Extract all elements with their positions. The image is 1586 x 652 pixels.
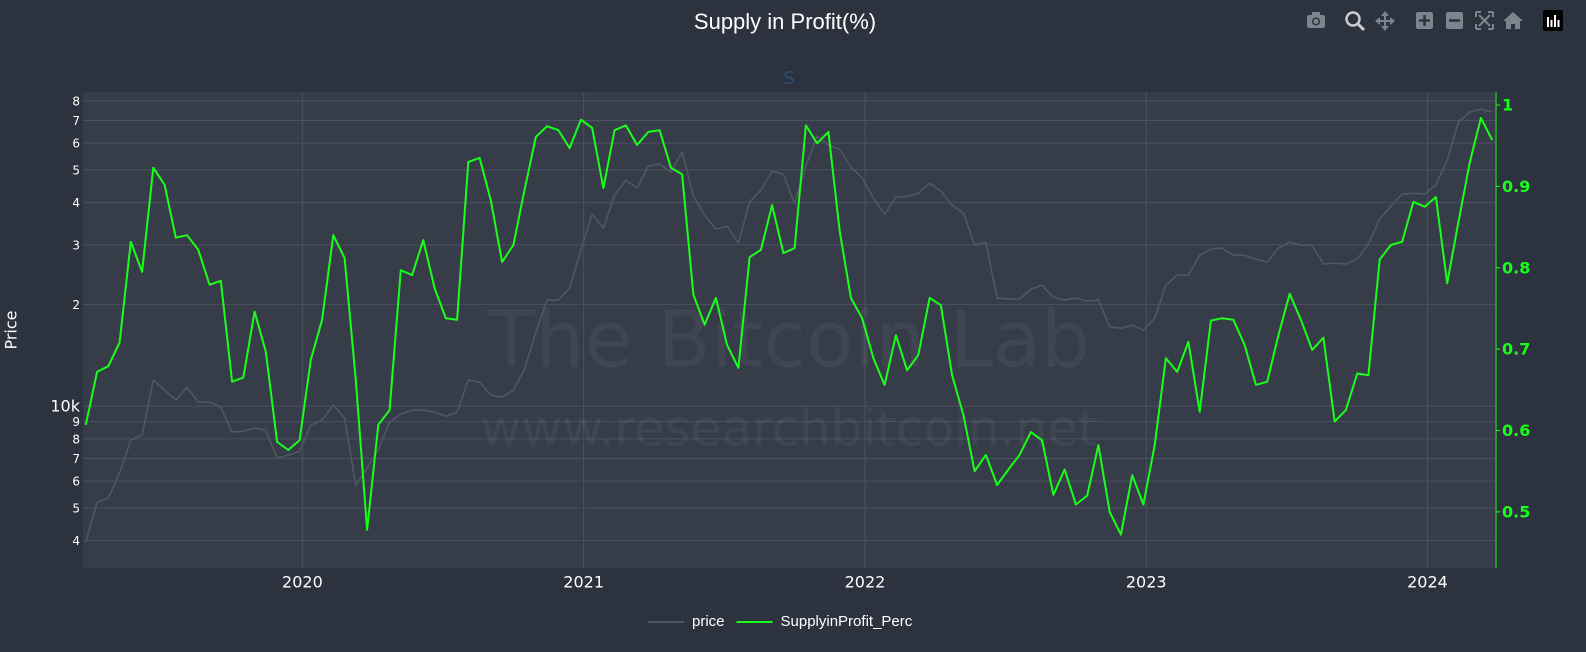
zoom-button[interactable] xyxy=(1345,11,1366,32)
x-tick-label: 2024 xyxy=(1407,573,1448,592)
autoscale-button[interactable] xyxy=(1475,11,1494,30)
y-axis-title: Price xyxy=(2,310,21,349)
y-tick-label: 8 xyxy=(72,432,80,446)
y-tick-label: 9 xyxy=(72,415,80,429)
y2-tick-label: 0.9 xyxy=(1502,177,1530,196)
pan-button[interactable] xyxy=(1375,11,1395,31)
y-tick-label: 4 xyxy=(72,196,80,210)
y-tick-label: 8 xyxy=(72,94,80,108)
chart-title: Supply in Profit(%) xyxy=(694,9,876,34)
x-tick-label: 2022 xyxy=(845,573,886,592)
watermark: www.researchbitcoin.net xyxy=(480,400,1097,458)
zoom-out-button[interactable] xyxy=(1446,12,1463,29)
y-tick-label: 10k xyxy=(50,397,80,416)
x-tick-label: 2021 xyxy=(563,573,604,592)
y2-tick-label: 0.8 xyxy=(1502,258,1530,277)
legend-label: SupplyinProfit_Perc xyxy=(781,613,913,630)
toolbar xyxy=(1307,10,1563,32)
y2-tick-label: 0.5 xyxy=(1502,502,1530,521)
line-series xyxy=(84,117,1494,536)
reset-button[interactable] xyxy=(1503,12,1523,29)
y-tick-label: 5 xyxy=(72,501,80,515)
y2-tick-label: 0.6 xyxy=(1502,421,1530,440)
watermark: The Bitcoin Lab xyxy=(487,295,1091,385)
plotly-logo[interactable] xyxy=(1543,10,1563,31)
y-tick-label: 7 xyxy=(72,114,80,128)
y-tick-label: 6 xyxy=(72,475,80,489)
y-tick-label: 2 xyxy=(72,298,80,312)
line-series xyxy=(85,108,1493,543)
y-tick-label: 5 xyxy=(72,163,80,177)
subtitle: S xyxy=(783,68,794,89)
x-tick-label: 2020 xyxy=(282,573,323,592)
zoom-in-button[interactable] xyxy=(1416,12,1433,29)
y2-tick-label: 1 xyxy=(1502,96,1513,115)
y-tick-label: 6 xyxy=(72,137,80,151)
y-tick-label: 3 xyxy=(72,238,80,252)
y-tick-label: 7 xyxy=(72,452,80,466)
camera-button[interactable] xyxy=(1307,12,1325,28)
y-tick-label: 4 xyxy=(72,534,80,548)
y2-tick-label: 0.7 xyxy=(1502,340,1530,359)
x-tick-label: 2023 xyxy=(1126,573,1167,592)
legend-label: price xyxy=(692,613,725,630)
